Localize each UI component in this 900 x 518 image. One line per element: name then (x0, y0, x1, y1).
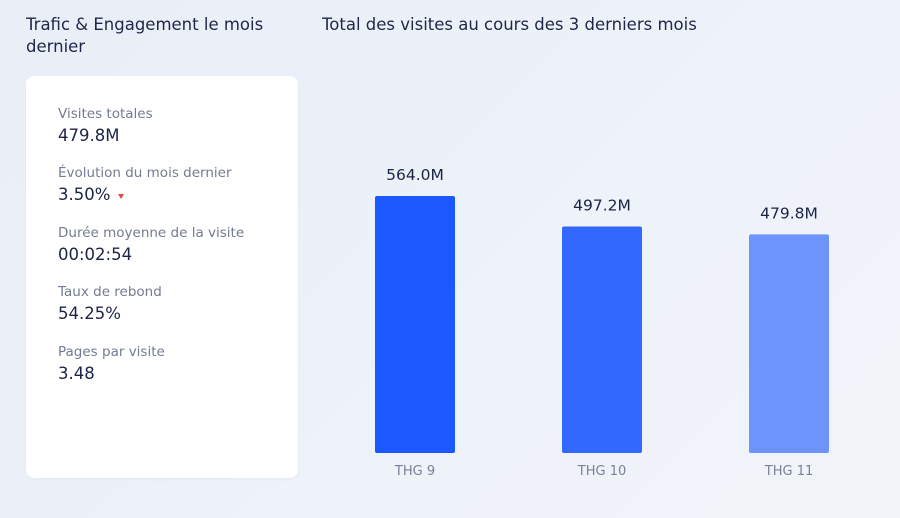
stat-value-text: 3.50% (58, 185, 111, 204)
stat-value-text: 54.25% (58, 304, 121, 323)
stat-total-visits: Visites totales 479.8M (58, 106, 153, 146)
stat-value: 00:02:54 (58, 245, 244, 265)
bar-value-label: 497.2M (573, 196, 631, 214)
stat-label: Évolution du mois dernier (58, 165, 232, 181)
stat-value-text: 00:02:54 (58, 245, 133, 264)
stat-value: 54.25% (58, 304, 162, 324)
engagement-title: Trafic & Engagement le mois dernier (26, 15, 264, 56)
stat-label: Durée moyenne de la visite (58, 225, 245, 241)
stats-card: Visites totales 479.8M Évolution du mois… (26, 76, 298, 478)
stat-value-text: 3.48 (58, 364, 95, 383)
stat-bounce-rate: Taux de rebond 54.25% (58, 284, 162, 324)
x-tick-label: THG 10 (577, 464, 626, 479)
stat-avg-visit-duration: Durée moyenne de la visite 00:02:54 (58, 225, 244, 265)
x-tick-label: THG 11 (764, 464, 813, 479)
stat-label: Visites totales (58, 106, 153, 122)
stat-pages-per-visit: Pages par visite 3.48 (58, 344, 165, 384)
stat-value-text: 479.8M (58, 126, 120, 145)
stat-value: 3.50% (58, 185, 232, 205)
stat-value: 479.8M (58, 126, 153, 146)
stat-value: 3.48 (58, 364, 165, 384)
stat-label: Pages par visite (58, 344, 165, 360)
chart-title: Total des visites au cours des 3 dernier… (322, 15, 697, 34)
bar-thg-11[interactable] (749, 234, 829, 453)
bar-value-label: 479.8M (760, 204, 818, 222)
bar-value-label: 564.0M (386, 166, 444, 184)
x-tick-label: THG 9 (394, 464, 435, 479)
bar-thg-10[interactable] (562, 226, 642, 453)
caret-down-icon (118, 193, 125, 199)
bar-thg-9[interactable] (375, 196, 455, 453)
stat-label: Taux de rebond (58, 284, 162, 300)
stat-monthly-change: Évolution du mois dernier 3.50% (58, 165, 232, 205)
